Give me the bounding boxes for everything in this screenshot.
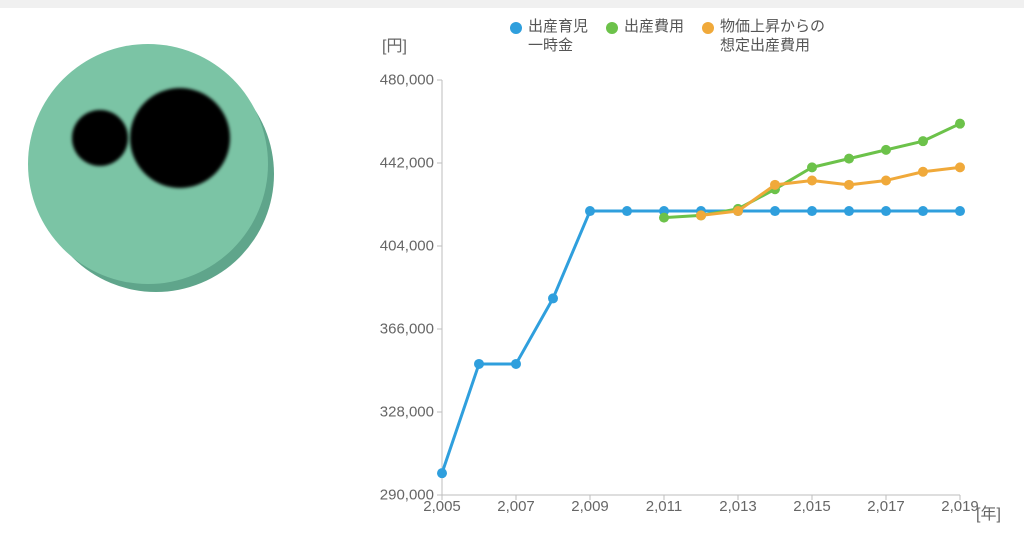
series-marker-inflation_cost [733,206,743,216]
series-line-lump_sum [442,211,960,473]
series-marker-inflation_cost [955,162,965,172]
line-chart [0,0,1024,538]
series-marker-lump_sum [918,206,928,216]
series-marker-lump_sum [881,206,891,216]
series-marker-actual_cost [881,145,891,155]
series-marker-actual_cost [659,213,669,223]
series-marker-lump_sum [548,293,558,303]
series-marker-inflation_cost [696,210,706,220]
series-marker-lump_sum [807,206,817,216]
series-marker-inflation_cost [844,180,854,190]
series-marker-lump_sum [770,206,780,216]
series-marker-lump_sum [437,468,447,478]
series-marker-actual_cost [844,154,854,164]
series-marker-lump_sum [955,206,965,216]
series-marker-actual_cost [807,162,817,172]
series-marker-lump_sum [844,206,854,216]
series-marker-actual_cost [955,119,965,129]
series-marker-lump_sum [622,206,632,216]
series-marker-actual_cost [918,136,928,146]
series-marker-lump_sum [511,359,521,369]
series-marker-inflation_cost [881,175,891,185]
series-marker-lump_sum [474,359,484,369]
series-marker-inflation_cost [770,180,780,190]
series-marker-inflation_cost [918,167,928,177]
series-marker-lump_sum [585,206,595,216]
series-marker-inflation_cost [807,175,817,185]
